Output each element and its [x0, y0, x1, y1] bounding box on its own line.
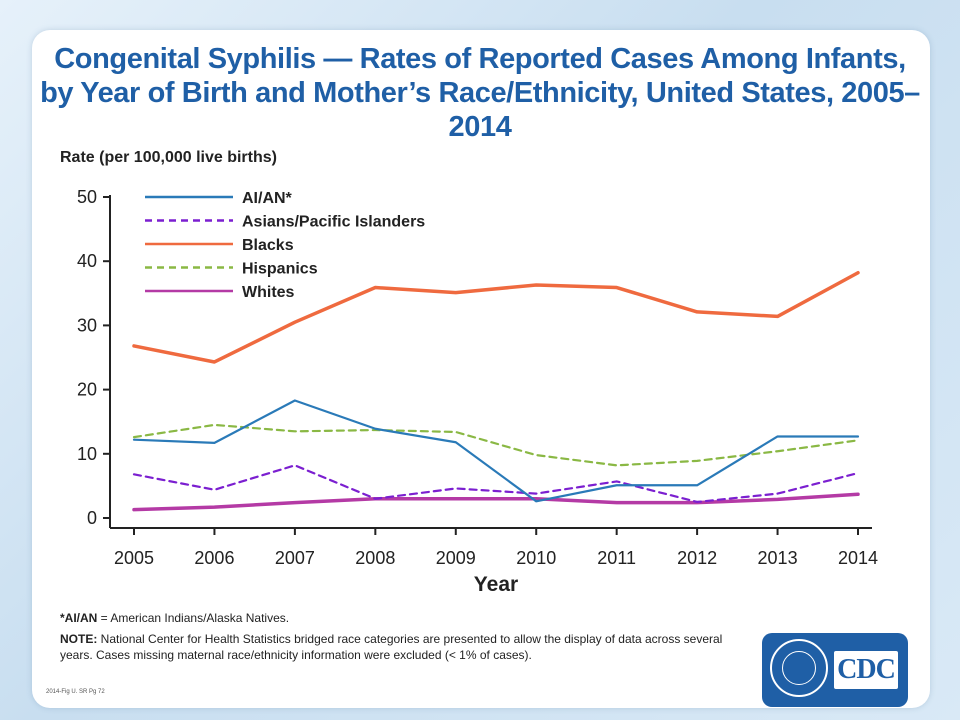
hhs-seal-icon: [770, 639, 828, 697]
x-tick-label: 2006: [194, 548, 234, 568]
footnote-text: = American Indians/Alaska Natives.: [97, 611, 290, 625]
legend-label-blacks: Blacks: [242, 237, 294, 254]
x-tick-label: 2013: [758, 548, 798, 568]
series-line-asians-pacific-islanders: [132, 464, 860, 504]
legend-label-hispanics: Hispanics: [242, 261, 318, 278]
legend-label-asians-pacific-islanders: Asians/Pacific Islanders: [242, 214, 425, 231]
x-tick-label: 2008: [355, 548, 395, 568]
x-tick-label: 2007: [275, 548, 315, 568]
y-tick-label: 40: [77, 251, 97, 271]
note-text: National Center for Health Statistics br…: [60, 632, 723, 662]
chart-axes: 0 10 20 30 40 50 2005 2006 2007 2008 2009 2010 2011 2…: [77, 187, 878, 596]
x-tick-label: 2012: [677, 548, 717, 568]
series-line-ai-an: [132, 399, 860, 503]
source-tag: 2014-Fig U. SR Pg 72: [46, 689, 105, 695]
x-tick-label: 2010: [516, 548, 556, 568]
footnote-term: *AI/AN: [60, 611, 98, 625]
x-tick-label: 2011: [597, 548, 636, 568]
y-axis-label: Rate (per 100,000 live births): [60, 149, 277, 166]
note-label: NOTE:: [60, 632, 98, 646]
series-line-whites: [132, 492, 860, 512]
series-line-hispanics: [132, 423, 860, 467]
legend-label-whites: Whites: [242, 284, 295, 301]
footnote: *AI/AN = American Indians/Alaska Natives…: [60, 611, 289, 625]
x-tick-label: 2014: [838, 548, 878, 568]
chart-legend: AI/AN* Asians/Pacific Islanders Blacks Hisp…: [145, 190, 425, 301]
x-tick-label: 2009: [436, 548, 476, 568]
slide-title: Congenital Syphilis — Rates of Reported …: [40, 43, 920, 143]
series-line-blacks: [132, 271, 860, 364]
y-tick-label: 0: [87, 508, 97, 528]
legend-label-ai-an: AI/AN*: [242, 190, 293, 207]
y-tick-label: 50: [77, 187, 97, 207]
cdc-logo: CDC: [762, 633, 908, 707]
note: NOTE: National Center for Health Statist…: [60, 631, 750, 663]
x-axis-label: Year: [474, 573, 518, 596]
x-tick-label: 2005: [114, 548, 154, 568]
y-tick-label: 10: [77, 444, 97, 464]
y-tick-label: 20: [77, 380, 97, 400]
slide-card: [32, 30, 930, 708]
chart-series: [132, 271, 860, 512]
y-tick-label: 30: [77, 315, 97, 335]
cdc-logo-text: CDC: [834, 651, 898, 689]
